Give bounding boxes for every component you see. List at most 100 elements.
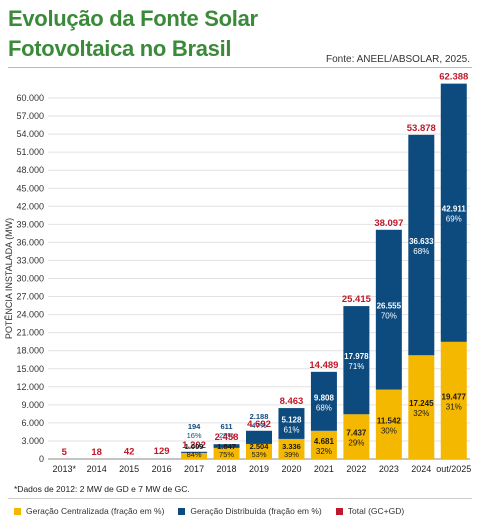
gd-pct-label: 47% xyxy=(251,421,266,430)
y-axis-label: POTÊNCIA INSTALADA (MW) xyxy=(4,218,14,339)
bar-gd xyxy=(440,83,467,342)
y-tick-label: 30.000 xyxy=(16,274,44,284)
x-tick-label: 2014 xyxy=(87,464,107,474)
legend-swatch-gd xyxy=(178,507,186,515)
gc-pct-label: 29% xyxy=(348,439,364,448)
gd-pct-label: 25% xyxy=(219,431,234,440)
footer-divider xyxy=(8,498,472,499)
y-tick-label: 6.000 xyxy=(21,418,44,428)
bar-gc xyxy=(343,414,370,459)
x-tick-label: 2020 xyxy=(281,464,301,474)
gc-pct-label: 84% xyxy=(187,450,202,459)
gc-value-label: 1.009 xyxy=(185,442,204,451)
legend-label-total: Total (GC+GD) xyxy=(347,506,405,516)
total-label: 25.415 xyxy=(342,294,372,305)
x-tick-label: 2021 xyxy=(314,464,334,474)
gd-pct-label: 61% xyxy=(283,426,299,435)
gc-value-label: 3.336 xyxy=(282,442,301,451)
bar-gc xyxy=(278,438,305,459)
gd-value-label: 26.555 xyxy=(377,302,402,311)
x-tick-label: 2016 xyxy=(152,464,172,474)
total-label: 14.489 xyxy=(309,360,338,371)
y-tick-label: 51.000 xyxy=(16,147,44,157)
gc-pct-label: 75% xyxy=(219,450,234,459)
legend: Geração Centralizada (fração em %) Geraç… xyxy=(14,506,404,516)
total-label: 2.458 xyxy=(215,432,239,443)
y-tick-label: 54.000 xyxy=(16,129,44,139)
gd-pct-label: 70% xyxy=(381,312,397,321)
total-label: 62.388 xyxy=(439,72,468,83)
gc-pct-label: 53% xyxy=(251,450,266,459)
y-tick-label: 60.000 xyxy=(16,93,44,103)
bar-gc xyxy=(408,355,435,459)
legend-item-gd: Geração Distribuída (fração em %) xyxy=(178,506,322,516)
total-label: 42 xyxy=(124,447,135,458)
bar-gc xyxy=(440,341,467,459)
gd-value-label: 5.128 xyxy=(281,416,302,425)
gc-value-label: 7.437 xyxy=(346,429,367,438)
bar-gc xyxy=(310,430,337,459)
bar-gd xyxy=(375,229,402,390)
legend-swatch-total xyxy=(335,507,343,515)
gd-value-label: 42.911 xyxy=(442,205,467,214)
y-tick-label: 24.000 xyxy=(16,310,44,320)
bar-gd xyxy=(278,408,305,439)
gc-pct-label: 39% xyxy=(284,450,299,459)
x-tick-label: 2018 xyxy=(217,464,237,474)
y-tick-label: 9.000 xyxy=(21,400,44,410)
gc-value-label: 19.477 xyxy=(442,392,467,401)
y-tick-label: 0 xyxy=(39,454,44,464)
y-tick-label: 27.000 xyxy=(16,292,44,302)
gc-value-label: 4.681 xyxy=(314,437,335,446)
x-tick-label: 2015 xyxy=(119,464,139,474)
y-tick-label: 42.000 xyxy=(16,201,44,211)
gd-pct-label: 69% xyxy=(446,215,462,224)
gc-pct-label: 32% xyxy=(413,409,429,418)
bar-gc xyxy=(246,443,272,459)
y-tick-label: 48.000 xyxy=(16,165,44,175)
footnote: *Dados de 2012: 2 MW de GD e 7 MW de GC. xyxy=(14,484,190,494)
gc-pct-label: 31% xyxy=(446,402,462,411)
chart-title: Evolução da Fonte Solar Fotovoltaica no … xyxy=(8,4,338,64)
x-tick-label: 2013* xyxy=(52,464,76,474)
gd-value-label: 36.633 xyxy=(409,237,434,246)
total-label: 53.878 xyxy=(407,123,436,134)
gc-pct-label: 32% xyxy=(316,447,332,456)
gc-value-label: 17.245 xyxy=(409,399,434,408)
bar-gd xyxy=(181,451,208,453)
y-tick-label: 33.000 xyxy=(16,255,44,265)
total-label: 5 xyxy=(62,447,68,458)
bar-gc xyxy=(213,447,240,459)
total-label: 4.692 xyxy=(247,419,271,430)
total-label: 129 xyxy=(154,446,170,457)
bar-gd xyxy=(310,371,337,431)
legend-item-gc: Geração Centralizada (fração em %) xyxy=(14,506,164,516)
x-tick-label: 2017 xyxy=(184,464,204,474)
legend-item-total: Total (GC+GD) xyxy=(335,506,405,516)
x-tick-label: 2022 xyxy=(346,464,366,474)
gd-value-label: 2.188 xyxy=(250,412,269,421)
gc-value-label: 1.847 xyxy=(217,442,236,451)
y-tick-label: 15.000 xyxy=(16,364,44,374)
x-tick-label: 2019 xyxy=(249,464,269,474)
y-tick-label: 18.000 xyxy=(16,346,44,356)
title-line-2: Fotovoltaica no Brasil xyxy=(8,36,232,61)
total-label: 1.202 xyxy=(182,440,206,451)
x-tick-label: out/2025 xyxy=(436,464,471,474)
y-tick-label: 57.000 xyxy=(16,111,44,121)
bar-gd xyxy=(408,134,435,356)
gc-pct-label: 30% xyxy=(381,426,397,435)
title-line-1: Evolução da Fonte Solar xyxy=(8,6,258,31)
bar-gd xyxy=(213,444,240,448)
gd-pct-label: 71% xyxy=(348,362,364,371)
gd-value-label: 611 xyxy=(220,422,232,431)
bar-chart: 0 3.000 6.000 9.000 12.000 15.000 18.000 21.000… xyxy=(4,72,471,474)
total-label: 8.463 xyxy=(280,396,304,407)
legend-label-gd: Geração Distribuída (fração em %) xyxy=(190,506,322,516)
y-tick-label: 45.000 xyxy=(16,183,44,193)
total-label: 18 xyxy=(91,447,102,458)
bar-gc xyxy=(375,389,402,459)
bar-gd xyxy=(343,306,370,415)
gc-value-label: 2.504 xyxy=(250,442,270,451)
y-tick-label: 39.000 xyxy=(16,219,44,229)
